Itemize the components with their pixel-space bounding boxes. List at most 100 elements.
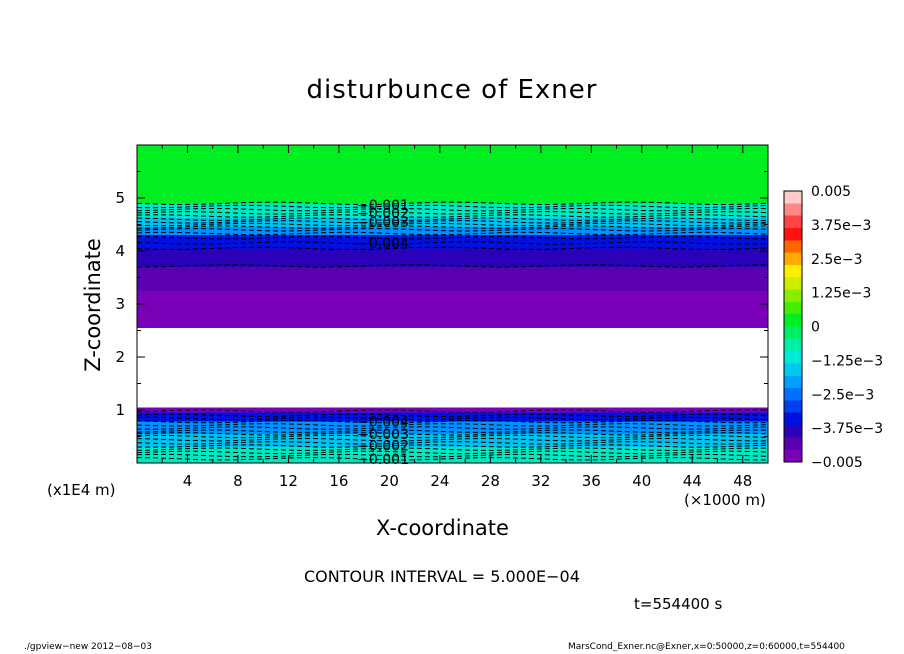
- contour-band: [137, 433, 768, 448]
- contour-line: [136, 429, 769, 433]
- colorbar-frame: [783, 190, 803, 463]
- contour-line: [136, 447, 768, 451]
- contour-line: [136, 426, 769, 430]
- contour-line: [136, 457, 768, 461]
- contour-line: [136, 236, 769, 240]
- x-tick-label: 16: [329, 472, 348, 490]
- contour-interval-label: CONTOUR INTERVAL = 5.000E−04: [304, 567, 580, 586]
- colorbar-swatch: [784, 203, 802, 217]
- contour-band: [137, 248, 768, 267]
- y-axis-label: Z-coordinate: [81, 238, 105, 372]
- contour-label: −0.004: [357, 236, 409, 252]
- x-tick-label: 8: [233, 472, 243, 490]
- contour-label: −0.001: [357, 452, 409, 468]
- colorbar-swatch: [784, 227, 802, 241]
- colorbar-swatch: [784, 449, 802, 463]
- x-axis-label: X-coordinate: [376, 516, 509, 540]
- contour-line: [136, 444, 769, 448]
- colorbar-swatch: [784, 351, 802, 364]
- y-tick-label: 2: [115, 348, 125, 366]
- colorbar-swatch: [784, 338, 802, 352]
- contour-line: [136, 204, 769, 209]
- contour-line: [136, 220, 769, 224]
- x-axis-unit: (×1000 m): [684, 491, 766, 509]
- x-tick-label: 44: [683, 472, 702, 490]
- y-tick-label: 4: [115, 242, 125, 260]
- colorbar-label: 0.005: [811, 184, 851, 200]
- contour-line: [136, 207, 769, 212]
- x-tick-label: 36: [582, 472, 601, 490]
- colorbar-swatch: [784, 240, 802, 254]
- contour-label: −0.002: [357, 206, 409, 222]
- contour-band: [137, 412, 768, 422]
- time-label: t=554400 s: [634, 595, 723, 613]
- x-tick-label: 40: [632, 472, 651, 490]
- colorbar-label: 3.75e−3: [811, 218, 871, 234]
- contour-band: [137, 290, 768, 328]
- colorbar-swatch: [784, 400, 802, 414]
- contour-line: [136, 241, 769, 245]
- contour-band: [137, 218, 768, 228]
- y-tick-label: 3: [115, 295, 125, 313]
- contour-line: [136, 453, 769, 458]
- contour-line: [136, 413, 769, 418]
- contour-line: [136, 450, 769, 455]
- colorbar-swatch: [784, 277, 802, 291]
- contour-label: −0.003: [357, 427, 409, 443]
- x-tick-label: 24: [430, 472, 449, 490]
- x-tick-label: 28: [481, 472, 500, 490]
- contour-line: [136, 217, 769, 221]
- contour-line: [136, 214, 769, 218]
- contour-label: −0.003: [357, 215, 409, 231]
- colorbar-swatch: [784, 264, 802, 278]
- colorbar-label: −1.25e−3: [811, 353, 883, 369]
- contour-band: [137, 145, 768, 204]
- x-tick-label: 48: [733, 472, 752, 490]
- contour-line: [136, 419, 769, 424]
- contour-band: [137, 266, 768, 291]
- colorbar-swatch: [784, 215, 802, 229]
- x-tick-label: 12: [279, 472, 298, 490]
- colorbar-swatch: [784, 363, 802, 377]
- colorbar-swatch: [784, 412, 802, 426]
- colorbar-swatch: [784, 326, 802, 340]
- contour-line: [136, 437, 769, 442]
- y-tick-label: 1: [115, 401, 125, 419]
- colorbar-swatch: [784, 437, 802, 451]
- contour-line: [136, 246, 769, 251]
- x-tick-label: 4: [183, 472, 193, 490]
- colorbar-swatch: [784, 191, 802, 204]
- colorbar-label: 2.5e−3: [811, 252, 863, 268]
- colorbar-swatch: [784, 388, 802, 401]
- contour-line: [136, 222, 769, 227]
- footer-left: ./gpview−new 2012−08−03: [24, 642, 152, 652]
- colorbar-swatch: [784, 375, 802, 389]
- colorbar-swatch: [784, 425, 802, 438]
- contour-line: [136, 225, 768, 229]
- contour-label: −0.001: [357, 198, 409, 214]
- colorbar-swatch: [784, 301, 802, 315]
- y-axis-unit: (x1E4 m): [47, 481, 116, 499]
- colorbar-swatch: [784, 289, 802, 303]
- contour-line: [136, 211, 769, 215]
- colorbar-label: −2.5e−3: [811, 387, 874, 403]
- colorbar-label: 0: [811, 320, 820, 336]
- colorbar-label: −3.75e−3: [811, 421, 883, 437]
- contour-line: [136, 441, 769, 445]
- contour-label: −0.002: [357, 439, 409, 455]
- chart-title: disturbunce of Exner: [306, 75, 598, 105]
- contour-line: [136, 409, 769, 413]
- contour-line: [136, 264, 769, 268]
- contour-band: [137, 327, 768, 408]
- contour-line: [136, 434, 769, 439]
- colorbar-swatch: [784, 314, 802, 327]
- contour-line: [136, 432, 769, 436]
- contour-line: [137, 416, 769, 421]
- colorbar-label: −0.005: [811, 455, 863, 471]
- x-tick-label: 20: [380, 472, 399, 490]
- y-tick-label: 5: [115, 189, 125, 207]
- contour-band: [137, 407, 768, 413]
- contour-line: [136, 201, 769, 206]
- contour-label: −0.004: [357, 415, 409, 431]
